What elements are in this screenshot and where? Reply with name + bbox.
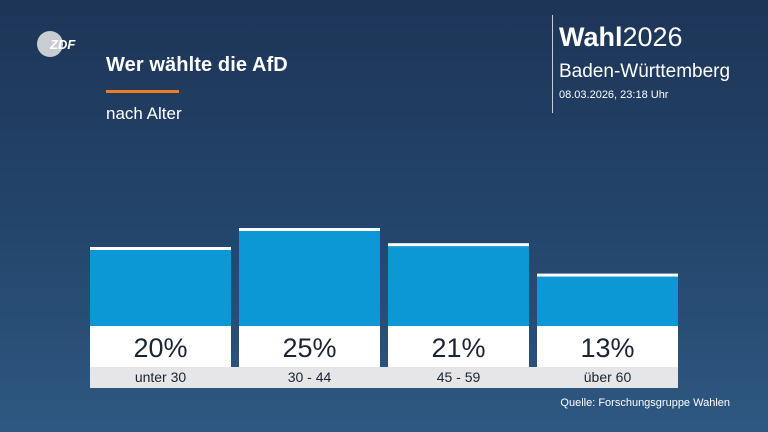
chart-subtitle: nach Alter [106,104,182,123]
value-label-box [388,326,529,367]
brand-wordmark: Wahl2026 [559,22,683,52]
brand-timestamp: 08.03.2026, 23:18 Uhr [559,89,669,101]
bar [239,231,380,326]
bar-top-highlight [239,228,380,231]
bar-top-highlight [90,247,231,250]
category-label-box [239,367,380,388]
title-accent-line [106,90,179,93]
bar-top-highlight [537,273,678,277]
source-note: Quelle: Forschungsgruppe Wahlen [560,397,730,409]
data-label: 21% [431,333,485,363]
data-label: 25% [282,333,336,363]
category-label-box [388,367,529,388]
zdf-logo: ZDF [37,31,76,57]
category-label: über 60 [584,369,632,385]
brand-name-year: 2026 [622,22,683,52]
zdf-logo-text: ZDF [49,37,76,52]
value-label-box [239,326,380,367]
category-label: unter 30 [135,369,187,385]
brand-divider [552,15,553,113]
category-gap-fill [231,367,239,388]
value-label-box [537,326,678,367]
chart-title: Wer wählte die AfD [106,54,288,76]
value-label-box [90,326,231,367]
data-label: 20% [133,333,187,363]
bar [537,276,678,326]
category-label-box [537,367,678,388]
data-label: 13% [580,333,634,363]
bar [90,250,231,326]
bar [388,246,529,326]
category-label: 45 - 59 [437,369,481,385]
category-label: 30 - 44 [288,369,332,385]
category-label-box [90,367,231,388]
category-gap-fill [529,367,537,388]
brand-name-bold: Wahl [559,22,623,52]
brand-region: Baden-Württemberg [559,61,731,82]
bar-top-highlight [388,243,529,247]
category-gap-fill [380,367,388,388]
